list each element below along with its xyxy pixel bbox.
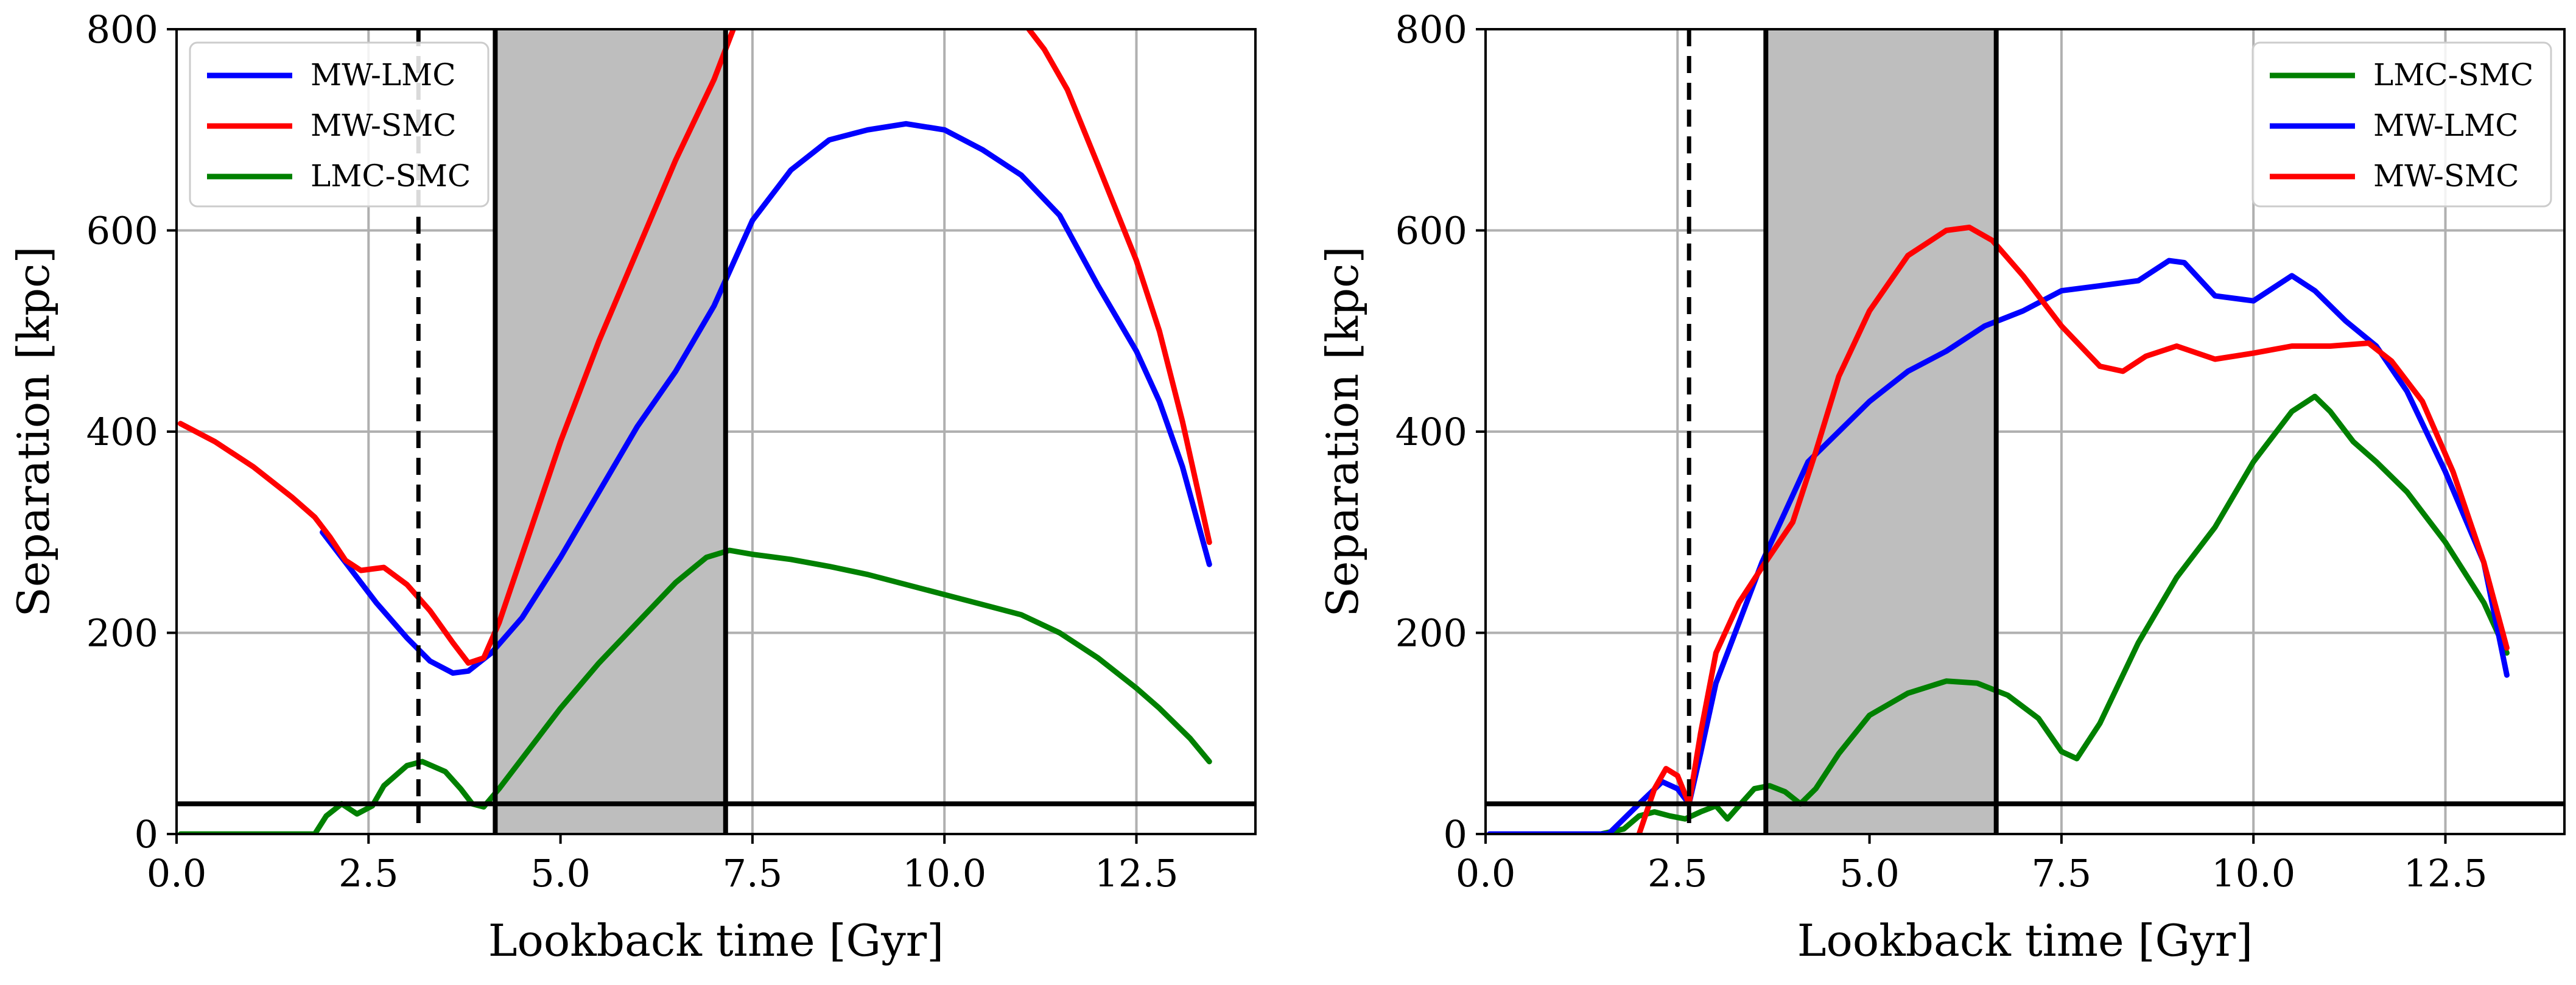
x-tick-label: 5.0: [530, 851, 591, 896]
y-axis-label: Separation [kpc]: [8, 246, 59, 617]
series-group: [177, 29, 1212, 834]
y-axis-label: Separation [kpc]: [1317, 246, 1368, 617]
legend-box: [2251, 41, 2552, 208]
x-tick-label: 2.5: [1648, 851, 1708, 896]
y-tick-label: 0: [135, 812, 158, 857]
x-axis-label: Lookback time [Gyr]: [1797, 915, 2253, 966]
legend-label: LMC-SMC: [2373, 57, 2533, 93]
legend-label: MW-SMC: [2373, 158, 2519, 194]
x-tick-label: 10.0: [902, 851, 986, 896]
legend-box: [189, 41, 490, 208]
left-panel: 0.0 2.5 5.0 7.5 10.0 12.5 0 200 400 600 800 Lookbac…: [8, 7, 1257, 966]
series-group: [1486, 225, 2510, 834]
y-tick-label: 0: [1444, 812, 1467, 857]
y-tick-label: 600: [86, 209, 158, 253]
right-panel: 0.0 2.5 5.0 7.5 10.0 12.5 0 200 400 600 800 Lookbac…: [1317, 7, 2566, 966]
legend: LMC-SMC MW-LMC MW-SMC: [2251, 41, 2552, 208]
y-tick-label: 400: [86, 410, 158, 454]
y-tick-label: 800: [86, 7, 158, 52]
x-tick-label: 10.0: [2211, 851, 2295, 896]
series-line-lmc-smc: [1598, 393, 2510, 834]
y-tick-label: 800: [1395, 7, 1467, 52]
y-tick-label: 600: [1395, 209, 1467, 253]
x-tick-label: 7.5: [2032, 851, 2092, 896]
shaded-band: [1766, 29, 1996, 834]
legend-label: MW-LMC: [2373, 108, 2519, 143]
series-line-mw-smc: [177, 29, 736, 666]
legend-label: MW-LMC: [311, 57, 456, 93]
y-tick-label: 200: [86, 611, 158, 656]
x-axis-label: Lookback time [Gyr]: [488, 915, 944, 966]
legend-label: LMC-SMC: [311, 158, 471, 194]
x-tick-label: 7.5: [723, 851, 783, 896]
series-line-mw-smc: [1026, 29, 1212, 545]
legend-label: MW-SMC: [311, 108, 457, 143]
shaded-band: [495, 29, 726, 834]
x-tick-label: 2.5: [339, 851, 399, 896]
legend: MW-LMC MW-SMC LMC-SMC: [189, 41, 490, 208]
series-line-mw-smc: [1636, 225, 2510, 834]
x-tick-label: 0.0: [1456, 851, 1516, 896]
series-line-lmc-smc: [177, 547, 1212, 834]
x-tick-label: 0.0: [147, 851, 207, 896]
series-line-mw-lmc: [320, 121, 1212, 676]
x-tick-label: 12.5: [2403, 851, 2487, 896]
x-tick-label: 5.0: [1839, 851, 1900, 896]
y-tick-label: 200: [1395, 611, 1467, 656]
y-tick-label: 400: [1395, 410, 1467, 454]
x-tick-label: 12.5: [1094, 851, 1178, 896]
